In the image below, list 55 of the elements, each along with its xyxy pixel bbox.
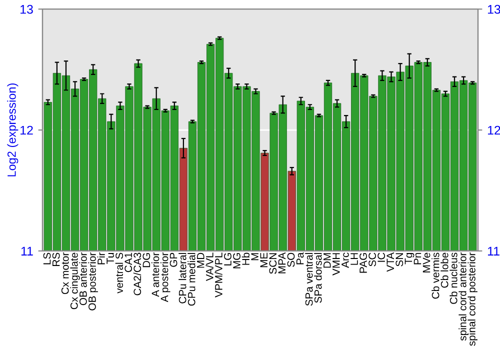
x-tick-label: Cb vermis <box>432 252 440 299</box>
x-tick-label: A posterior <box>160 252 170 302</box>
x-tick-label: VPM/VPL <box>214 252 222 298</box>
x-tick-label: SPa ventral <box>305 253 313 306</box>
x-tick-label: MD <box>197 252 204 268</box>
y2-tick-label: 12 <box>488 126 500 135</box>
x-tick-label: CPu lateral <box>178 253 186 304</box>
x-tick-label: Pir <box>97 252 105 264</box>
x-tick-label: ventral S <box>115 252 123 294</box>
x-tick-label: spinal cord anterior <box>458 252 468 341</box>
y-axis-title: Log2 (expression) <box>7 84 18 176</box>
y-tick-label: 11 <box>21 246 33 256</box>
x-tick-label: MVe <box>422 252 430 272</box>
x-tick-label: ME <box>260 252 268 268</box>
x-tick-label: CA2/CA3 <box>133 252 142 296</box>
x-tick-label: Pa <box>296 252 304 264</box>
x-tick-label: Hb <box>242 252 250 265</box>
x-tick-label: MG <box>233 253 240 268</box>
x-tick-label: RS <box>52 252 60 266</box>
x-tick-label: Cx cingulate <box>70 252 80 310</box>
x-tick-label: DM <box>324 253 331 268</box>
x-tick-label: LH <box>350 253 358 265</box>
x-tick-label: Cx motor <box>61 252 69 294</box>
x-tick-label: MPA <box>278 252 286 274</box>
x-tick-label: Tg <box>404 253 414 264</box>
x-tick-label: CA1 <box>124 252 132 272</box>
x-tick-label: Pn <box>414 253 422 264</box>
x-tick-label: spinal cord posterior <box>468 252 478 346</box>
x-tick-label: LG <box>224 253 232 266</box>
x-tick-label: GP <box>170 252 178 267</box>
x-tick-label: VA/VL <box>206 252 214 282</box>
y2-tick-label: 11 <box>488 246 500 256</box>
x-tick-label: A anterior <box>151 252 160 297</box>
x-tick-label: DG <box>142 253 150 268</box>
x-tick-label: SPa dorsal <box>314 253 322 303</box>
x-tick-label: VMH <box>332 253 340 276</box>
x-tick-label: M <box>251 253 258 260</box>
x-tick-label: IC <box>378 252 386 262</box>
x-tick-label: Cb lobe <box>440 252 448 288</box>
x-tick-label: Cb nucleus <box>450 252 458 304</box>
y-tick-label: 13 <box>20 4 33 14</box>
x-tick-label: SN <box>396 253 404 266</box>
x-tick-label: SCN <box>269 253 277 274</box>
y-tick-label: 12 <box>20 126 33 135</box>
x-tick-label: SO <box>287 252 295 267</box>
y2-tick-label: 13 <box>488 4 500 14</box>
x-tick-label: OB posterior <box>88 252 98 310</box>
x-tick-label: OB anterior <box>79 252 87 306</box>
x-tick-label: PAG <box>360 253 367 273</box>
x-tick-label: SC <box>368 252 376 266</box>
x-tick-label: LS <box>43 252 51 264</box>
x-tick-label: VTA <box>386 252 394 272</box>
x-tick-label: Arc <box>342 252 349 268</box>
x-tick-label: CPu medial <box>188 253 196 306</box>
x-tick-label: Tu <box>106 253 114 264</box>
